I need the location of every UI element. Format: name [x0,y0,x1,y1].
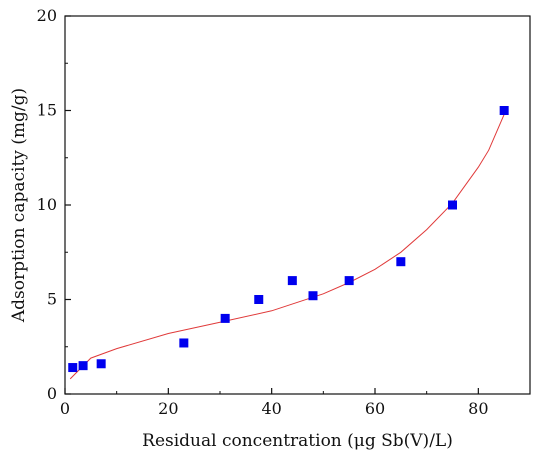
x-tick-label: 40 [261,399,281,418]
data-point-square [499,106,509,115]
data-point-square [78,361,88,371]
data-point-square [220,313,230,323]
plot-frame [64,15,531,395]
data-point-square [254,295,264,304]
x-tick-label: 20 [158,399,178,418]
x-axis-label: Residual concentration (μg Sb(V)/L) [142,431,453,451]
y-axis-ticks: 0 5 10 15 20 [37,6,71,403]
x-tick-label: 0 [60,399,70,418]
plot-layer [68,106,509,380]
data-point-square [448,200,457,210]
y-axis-label: Adsorption capacity (mg/g) [9,88,29,323]
data-point-square [68,363,78,373]
data-point-square [344,276,354,286]
x-axis-ticks: 0 20 40 60 80 [60,388,489,418]
x-tick-label: 80 [468,399,488,418]
y-tick-label: 0 [47,384,57,403]
data-point-square [96,359,106,369]
y-tick-label: 5 [47,290,57,309]
data-point-square [287,276,297,286]
data-point-square [179,338,189,348]
fitted-curve [69,114,505,380]
y-tick-label: 15 [37,101,57,120]
y-tick-label: 20 [37,6,57,25]
x-tick-label: 60 [365,399,385,418]
data-point-square [396,257,406,267]
data-point-square [308,291,318,301]
y-tick-label: 10 [37,195,57,214]
